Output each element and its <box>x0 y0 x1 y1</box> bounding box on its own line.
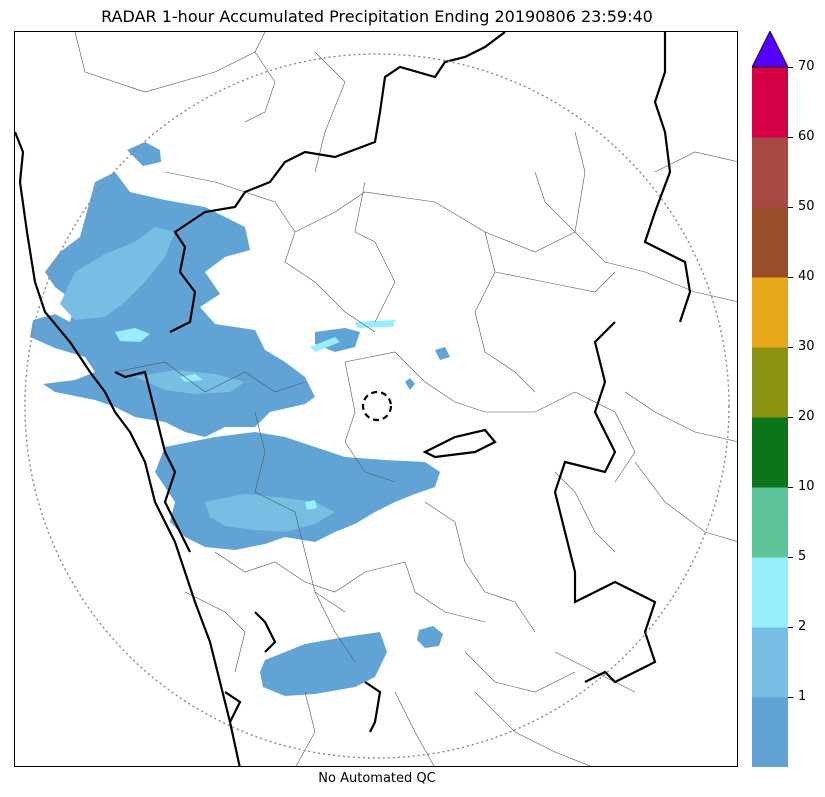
colorbar-tick <box>788 487 793 488</box>
colorbar-tick-label: 70 <box>798 59 815 74</box>
colorbar-tick-label: 40 <box>798 269 815 284</box>
colorbar-tick <box>788 557 793 558</box>
colorbar-tick-label: 50 <box>798 199 815 214</box>
district-boundaries <box>74 32 737 766</box>
precip-south-cell <box>260 632 387 696</box>
boundary-inlet-south2 <box>364 681 382 733</box>
colorbar-tick <box>788 137 793 138</box>
precip-north-cell <box>127 142 161 166</box>
colorbar-tick <box>788 627 793 628</box>
colorbar-bin-3 <box>752 487 788 558</box>
precip-1-2-west <box>60 227 175 320</box>
colorbar-tick-label: 5 <box>798 549 807 564</box>
precip-2-5-c <box>180 374 203 382</box>
precip-west-band <box>30 172 315 437</box>
state-boundaries <box>15 32 692 766</box>
precip-colorbar <box>752 31 788 767</box>
map-title: RADAR 1-hour Accumulated Precipitation E… <box>101 7 653 26</box>
precip-2-5-a <box>115 328 150 342</box>
colorbar-tick-label: 10 <box>798 479 815 494</box>
precip-central-band <box>155 432 440 550</box>
radar-map <box>14 31 738 767</box>
colorbar-tick <box>788 277 793 278</box>
colorbar-tick <box>788 67 793 68</box>
boundary-south-inner <box>114 370 191 553</box>
precip-1-2-mid <box>135 370 245 394</box>
map-canvas <box>15 32 737 766</box>
colorbar-bin-6 <box>752 277 788 348</box>
precip-2-5-b <box>305 500 317 510</box>
colorbar-tick <box>788 417 793 418</box>
precip-1-2-central <box>205 494 335 532</box>
colorbar-bin-7 <box>752 207 788 278</box>
colorbar-tick-label: 30 <box>798 339 815 354</box>
precip-scatter-cyan <box>310 320 395 352</box>
colorbar-tick <box>788 697 793 698</box>
precip-southeast-cell <box>417 626 443 648</box>
boundary-west <box>169 32 506 333</box>
colorbar-tick-label: 1 <box>798 689 807 704</box>
boundary-north <box>643 32 692 323</box>
colorbar-bin-2 <box>752 557 788 628</box>
boundary-inlet-south <box>254 611 277 653</box>
colorbar-bin-5 <box>752 347 788 418</box>
precip-scatter-center <box>315 328 450 390</box>
colorbar-tick-label: 2 <box>798 619 807 634</box>
boundary-inlet-south3 <box>224 691 242 723</box>
colorbar-bin-9 <box>752 67 788 138</box>
colorbar-bin-8 <box>752 137 788 208</box>
colorbar-bin-1 <box>752 627 788 698</box>
colorbar-tick-label: 20 <box>798 409 815 424</box>
radar-site-marker <box>361 390 393 422</box>
boundary-central-inlet <box>422 428 497 459</box>
colorbar-bin-4 <box>752 417 788 488</box>
colorbar-tick-label: 60 <box>798 129 815 144</box>
qc-footer: No Automated QC <box>318 771 436 786</box>
colorbar-bin-0 <box>752 697 788 767</box>
boundary-east <box>553 321 657 684</box>
precipitation-layer <box>30 142 450 696</box>
colorbar-tick <box>788 207 793 208</box>
coastline <box>15 131 241 766</box>
radar-range-ring <box>24 53 730 759</box>
colorbar-extend-arrow <box>752 31 788 68</box>
colorbar-tick <box>788 347 793 348</box>
